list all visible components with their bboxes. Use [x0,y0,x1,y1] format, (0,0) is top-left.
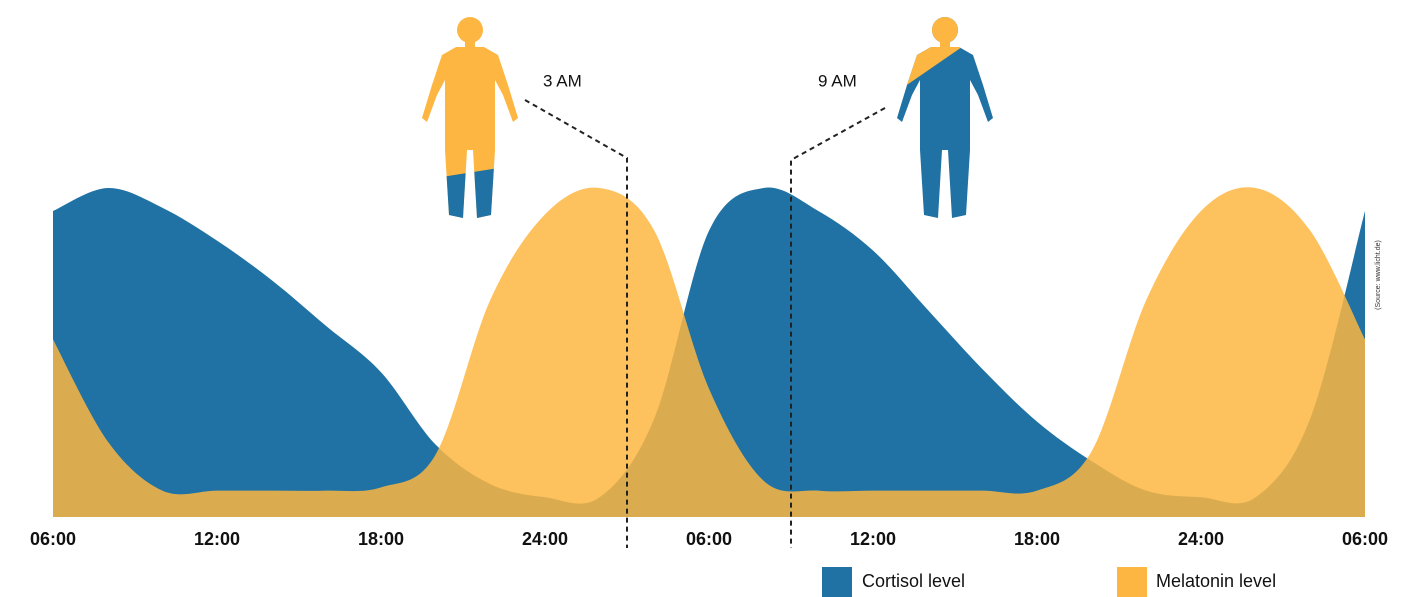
x-tick-label: 24:00 [522,529,568,549]
source: (Source: www.licht.de) [1375,240,1382,310]
x-tick-label: 06:00 [30,529,76,549]
annotation-line [524,99,628,548]
x-tick-label: 24:00 [1178,529,1224,549]
annotation-label: 9 AM [818,71,857,90]
legend-swatch [1117,567,1147,597]
annotation-label: 3 AM [543,71,582,90]
plot-area [53,187,1365,518]
x-tick-label: 12:00 [850,529,896,549]
x-tick-label: 06:00 [686,529,732,549]
x-tick-label: 18:00 [358,529,404,549]
legend-label: Cortisol level [862,571,965,591]
area [53,187,1365,517]
area [53,187,1365,518]
person-3am [422,17,518,218]
x-tick-label: 18:00 [1014,529,1060,549]
x-tick-label: 12:00 [194,529,240,549]
legend-swatch [822,567,852,597]
legend-label: Melatonin level [1156,571,1276,591]
person-9am [897,17,993,218]
x-tick-label: 06:00 [1342,529,1388,549]
